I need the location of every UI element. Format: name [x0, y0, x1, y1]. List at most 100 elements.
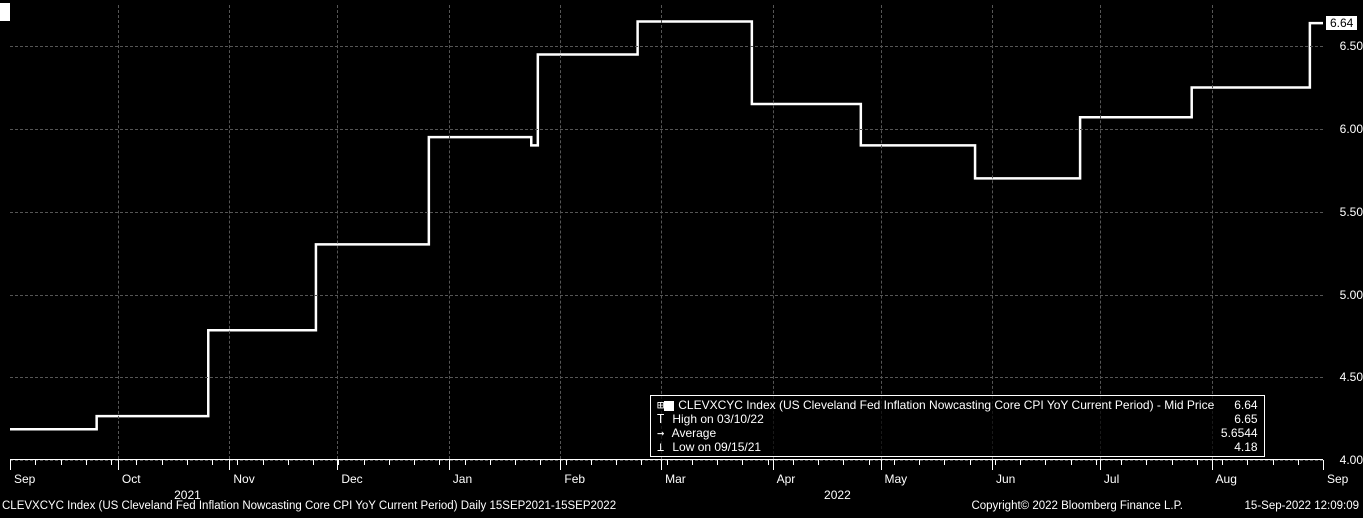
legend-glyph-icon: T — [657, 412, 669, 426]
x-tick-minor — [1146, 460, 1147, 465]
legend-box: ⊞ CLEVXCYC Index (US Cleveland Fed Inflat… — [650, 395, 1265, 457]
gridline-vertical — [661, 5, 662, 459]
gridline-horizontal — [10, 129, 1323, 130]
x-tick-minor — [61, 460, 62, 465]
y-tick-label: 5.00 — [1340, 288, 1363, 302]
x-tick-major — [881, 460, 882, 470]
gridline-vertical — [1212, 5, 1213, 459]
x-tick-minor — [465, 460, 466, 465]
x-tick-minor — [566, 460, 567, 465]
x-tick-minor — [667, 460, 668, 465]
chart-container: 4.004.505.005.506.006.50 SepOctNovDecJan… — [0, 0, 1363, 518]
x-tick-minor — [641, 460, 642, 465]
x-tick-minor — [1172, 460, 1173, 465]
x-tick-minor — [768, 460, 769, 465]
gridline-horizontal — [10, 212, 1323, 213]
plot-area — [10, 5, 1323, 460]
y-tick-label: 6.00 — [1340, 122, 1363, 136]
x-tick-minor — [136, 460, 137, 465]
gridline-vertical — [229, 5, 230, 459]
x-tick-minor — [970, 460, 971, 465]
x-tick-minor — [894, 460, 895, 465]
x-tick-minor — [591, 460, 592, 465]
x-tick-minor — [540, 460, 541, 465]
step-line-series — [10, 5, 1323, 459]
x-tick-major — [337, 460, 338, 470]
gridline-vertical — [992, 5, 993, 459]
x-tick-label: Jan — [453, 472, 472, 486]
x-tick-major — [1212, 460, 1213, 470]
gridline-vertical — [1100, 5, 1101, 459]
x-tick-minor — [616, 460, 617, 465]
x-tick-minor — [338, 460, 339, 465]
x-tick-minor — [995, 460, 996, 465]
x-tick-major — [560, 460, 561, 470]
y-tick-label: 6.50 — [1340, 39, 1363, 53]
x-tick-minor — [843, 460, 844, 465]
x-tick-label: Oct — [122, 472, 141, 486]
legend-stat-value: 6.65 — [1234, 412, 1257, 426]
x-tick-major — [773, 460, 774, 470]
x-tick-minor — [1197, 460, 1198, 465]
x-tick-minor — [313, 460, 314, 465]
x-tick-minor — [919, 460, 920, 465]
x-tick-minor — [1298, 460, 1299, 465]
y-tick-label: 4.00 — [1340, 453, 1363, 467]
x-tick-label: Jul — [1104, 472, 1119, 486]
footer-timestamp: 15-Sep-2022 12:09:09 — [1245, 500, 1359, 512]
x-tick-minor — [111, 460, 112, 465]
x-tick-label: May — [885, 472, 908, 486]
gridline-vertical — [449, 5, 450, 459]
series-color-swatch — [664, 401, 674, 411]
x-tick-minor — [742, 460, 743, 465]
legend-stat-label: Average — [672, 426, 716, 440]
x-tick-minor — [692, 460, 693, 465]
gridline-horizontal — [10, 46, 1323, 47]
gridline-vertical — [118, 5, 119, 459]
footer-left-text: CLEVXCYC Index (US Cleveland Fed Inflati… — [2, 500, 616, 512]
x-tick-label: Feb — [564, 472, 585, 486]
x-tick-label: Sep — [1327, 472, 1348, 486]
x-tick-label: Aug — [1216, 472, 1237, 486]
x-tick-minor — [35, 460, 36, 465]
footer-bar: CLEVXCYC Index (US Cleveland Fed Inflati… — [0, 500, 1363, 518]
x-tick-minor — [1121, 460, 1122, 465]
x-axis: SepOctNovDecJanFebMarAprMayJunJulAugSep2… — [10, 460, 1323, 500]
gridline-horizontal — [10, 377, 1323, 378]
x-tick-major — [229, 460, 230, 470]
gridline-vertical — [560, 5, 561, 459]
legend-stat-label: High on 03/10/22 — [672, 412, 763, 426]
gridline-vertical — [773, 5, 774, 459]
gridline-horizontal — [10, 295, 1323, 296]
x-tick-minor — [439, 460, 440, 465]
y-tick-label: 5.50 — [1340, 205, 1363, 219]
x-tick-major — [449, 460, 450, 470]
x-tick-minor — [1247, 460, 1248, 465]
x-tick-minor — [1020, 460, 1021, 465]
x-tick-major — [10, 460, 11, 470]
x-tick-minor — [263, 460, 264, 465]
x-tick-minor — [490, 460, 491, 465]
legend-title: CLEVXCYC Index (US Cleveland Fed Inflati… — [678, 398, 1214, 412]
x-tick-minor — [237, 460, 238, 465]
x-tick-minor — [1222, 460, 1223, 465]
x-tick-minor — [944, 460, 945, 465]
expand-icon: ⊞ — [657, 398, 664, 412]
x-tick-label: Mar — [665, 472, 686, 486]
x-tick-minor — [1273, 460, 1274, 465]
x-tick-label: Apr — [777, 472, 796, 486]
legend-stat-label: Low on 09/15/21 — [672, 440, 761, 454]
x-tick-major — [1323, 460, 1324, 470]
x-tick-minor — [86, 460, 87, 465]
x-tick-minor — [364, 460, 365, 465]
x-tick-major — [1100, 460, 1101, 470]
x-tick-minor — [162, 460, 163, 465]
x-tick-minor — [818, 460, 819, 465]
x-tick-minor — [515, 460, 516, 465]
last-price-flag: 6.64 — [1325, 15, 1358, 31]
x-tick-minor — [212, 460, 213, 465]
legend-glyph-icon: ⊥ — [657, 440, 669, 454]
x-tick-minor — [1096, 460, 1097, 465]
top-left-marker — [0, 3, 10, 21]
x-tick-minor — [389, 460, 390, 465]
